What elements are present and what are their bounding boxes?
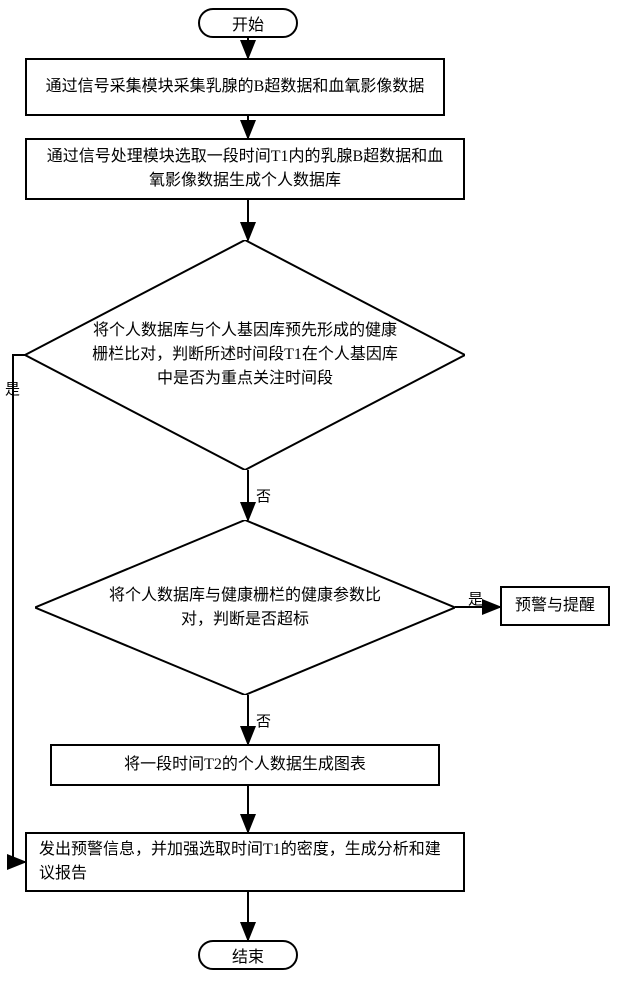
start-node: 开始 [198, 8, 298, 38]
process-collect: 通过信号采集模块采集乳腺的B超数据和血氧影像数据 [25, 58, 445, 116]
process-chart: 将一段时间T2的个人数据生成图表 [50, 744, 440, 786]
label-yes2: 是 [468, 588, 483, 609]
label-no2: 否 [256, 710, 271, 731]
label-yes1: 是 [5, 378, 20, 399]
decision-threshold-text: 将个人数据库与健康栅栏的健康参数比对，判断是否超标 [98, 584, 392, 632]
process-alert: 预警与提醒 [500, 586, 610, 626]
process-chart-text: 将一段时间T2的个人数据生成图表 [124, 753, 366, 777]
decision-gene: 将个人数据库与个人基因库预先形成的健康栅栏比对，判断所述时间段T1在个人基因库中… [25, 240, 465, 470]
process-report-text: 发出预警信息，并加强选取时间T1的密度，生成分析和建议报告 [39, 838, 451, 886]
process-alert-text: 预警与提醒 [515, 594, 595, 618]
start-text: 开始 [232, 11, 264, 35]
label-no1: 否 [256, 485, 271, 506]
process-report: 发出预警信息，并加强选取时间T1的密度，生成分析和建议报告 [25, 832, 465, 892]
process-collect-text: 通过信号采集模块采集乳腺的B超数据和血氧影像数据 [46, 75, 425, 99]
process-database-text: 通过信号处理模块选取一段时间T1内的乳腺B超数据和血氧影像数据生成个人数据库 [39, 145, 451, 193]
decision-gene-text: 将个人数据库与个人基因库预先形成的健康栅栏比对，判断所述时间段T1在个人基因库中… [91, 319, 399, 391]
process-database: 通过信号处理模块选取一段时间T1内的乳腺B超数据和血氧影像数据生成个人数据库 [25, 138, 465, 200]
decision-threshold: 将个人数据库与健康栅栏的健康参数比对，判断是否超标 [35, 520, 455, 695]
end-node: 结束 [198, 940, 298, 970]
end-text: 结束 [232, 943, 264, 967]
